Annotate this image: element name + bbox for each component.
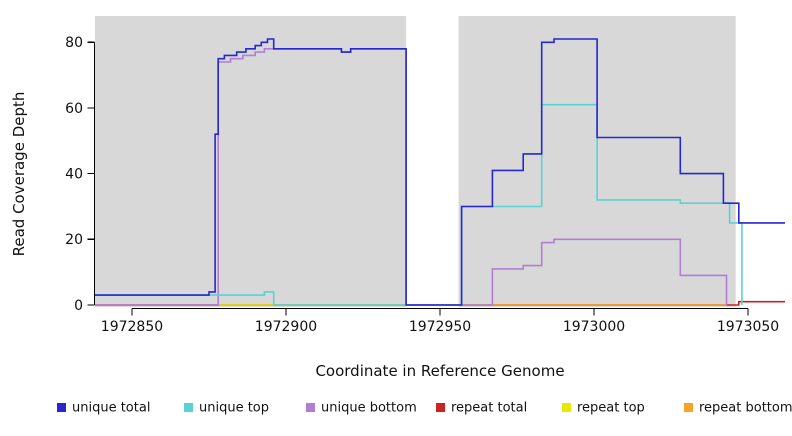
series-unique-top [95,103,743,306]
plot-background [95,16,736,307]
y-tick-label: 20 [65,232,83,248]
y-axis-title: Read Coverage Depth [10,92,28,257]
legend-label-repeat-top: repeat top [577,401,645,416]
legend-label-repeat-bottom: repeat bottom [699,401,792,416]
series-lines [95,38,785,306]
x-tick-label: 1972850 [101,319,163,335]
x-tick-label: 1972950 [409,319,471,335]
x-tick-label: 1973050 [717,319,779,335]
y-tick-label: 0 [74,298,83,314]
y-tick-label: 80 [65,35,83,51]
x-tick-label: 1972900 [255,319,317,335]
legend-swatch-repeat-top [562,403,571,412]
legend-label-repeat-total: repeat total [451,401,527,416]
legend-swatch-unique-bottom [306,403,315,412]
x-tick-label: 1973000 [563,319,625,335]
legend-swatch-unique-top [184,403,193,412]
x-axis-title: Coordinate in Reference Genome [315,362,564,380]
legend-label-unique-top: unique top [199,401,269,416]
legend-swatch-repeat-bottom [684,403,693,412]
series-unique-total [95,38,785,306]
axes: 1972850 1972900 1972950 1973000 1973050 0 20 40… [65,35,779,335]
legend-label-unique-bottom: unique bottom [321,401,417,416]
legend-swatch-unique-total [57,403,66,412]
legend-label-unique-total: unique total [72,401,150,416]
shaded-region [95,16,407,307]
legend-swatch-repeat-total [436,403,445,412]
y-tick-label: 60 [65,101,83,117]
legend: unique total unique top unique bottom repea… [57,401,792,416]
y-tick-label: 40 [65,167,83,183]
